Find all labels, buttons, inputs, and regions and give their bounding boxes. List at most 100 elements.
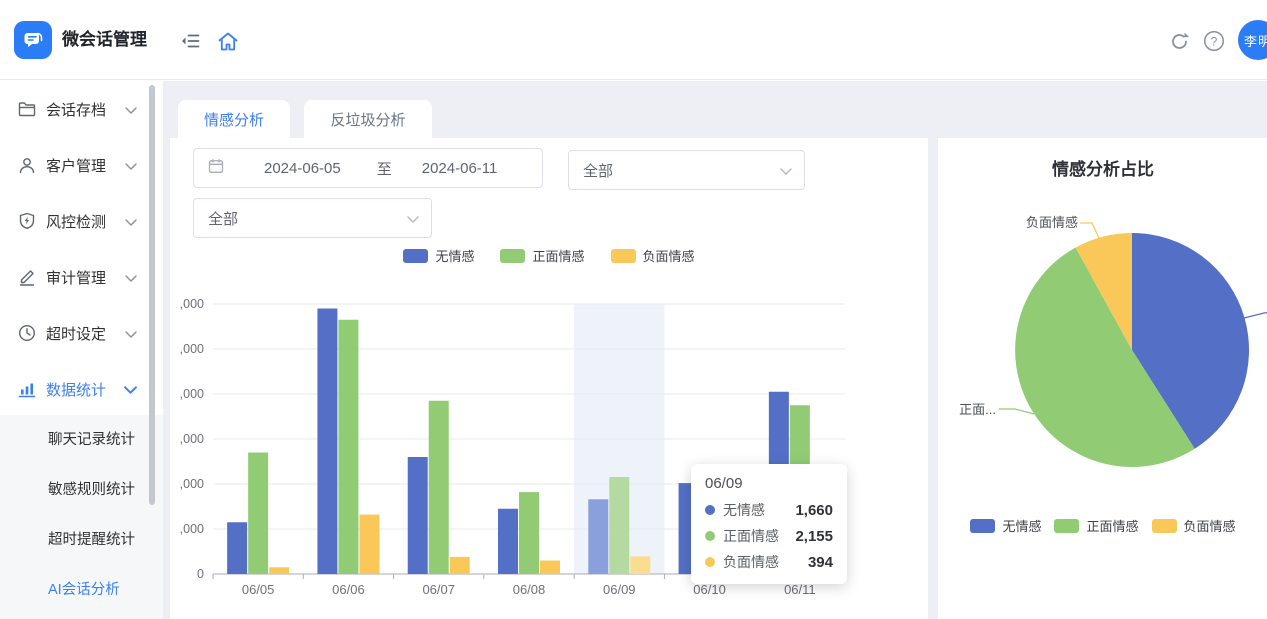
chevron-down-icon	[125, 157, 137, 174]
tooltip-row: 负面情感 394	[705, 552, 833, 572]
svg-text:1,000: 1,000	[180, 522, 204, 536]
svg-text:06/05: 06/05	[242, 582, 275, 597]
svg-text:4,000: 4,000	[180, 387, 204, 401]
svg-text:06/10: 06/10	[693, 582, 726, 597]
tooltip-value: 2,155	[795, 527, 833, 545]
date-range-separator: 至	[376, 160, 392, 178]
legend-item-neutral[interactable]: 无情感	[970, 516, 1041, 535]
filter-select-2-value: 全部	[208, 210, 239, 228]
chevron-down-icon	[407, 210, 419, 227]
legend-item-neutral[interactable]: 无情感	[403, 246, 474, 265]
series-dot-icon	[705, 531, 715, 541]
legend-marker	[1054, 518, 1080, 533]
chevron-down-icon	[780, 162, 792, 179]
tooltip-value: 1,660	[795, 501, 833, 519]
help-button[interactable]: ?	[1202, 29, 1226, 53]
legend-item-negative[interactable]: 负面情感	[1151, 516, 1236, 535]
calendar-icon	[208, 158, 224, 178]
chevron-down-icon	[125, 269, 137, 286]
home-button[interactable]	[216, 29, 240, 53]
chevron-down-icon	[125, 213, 137, 230]
refresh-button[interactable]	[1167, 29, 1191, 53]
series-dot-icon	[705, 505, 715, 515]
collapse-sidebar-button[interactable]	[178, 29, 202, 53]
chevron-down-icon	[124, 381, 137, 398]
legend-label: 负面情感	[1183, 519, 1236, 534]
submenu-item-sensitive-rule-stats[interactable]: 敏感规则统计	[48, 482, 135, 498]
sidebar-item-session-archive[interactable]: 会话存档	[0, 87, 163, 131]
submenu-item-chat-record-stats[interactable]: 聊天记录统计	[48, 432, 135, 448]
tab-sentiment-analysis[interactable]: 情感分析	[178, 100, 290, 138]
folder-icon	[18, 100, 36, 118]
app-logo	[14, 21, 52, 59]
svg-text:2,000: 2,000	[180, 477, 204, 491]
tooltip-title: 06/09	[705, 475, 743, 492]
sidebar-item-customer-management[interactable]: 客户管理	[0, 143, 163, 187]
date-start-value[interactable]: 2024-06-05	[264, 159, 341, 177]
sidebar-item-audit-management[interactable]: 审计管理	[0, 255, 163, 299]
legend-marker	[970, 518, 996, 533]
edit-icon	[18, 268, 36, 286]
collapse-sidebar-icon	[182, 34, 200, 48]
sidebar-item-timeout-settings[interactable]: 超时设定	[0, 311, 163, 355]
sidebar-item-label: 超时设定	[46, 325, 107, 343]
submenu-item-ai-session-analysis[interactable]: AI会话分析	[48, 582, 120, 598]
sidebar-item-label: 客户管理	[46, 157, 107, 175]
legend-item-positive[interactable]: 正面情感	[1054, 516, 1139, 535]
svg-text:06/11: 06/11	[784, 582, 816, 597]
legend-marker	[403, 248, 429, 263]
sidebar-item-label: 会话存档	[46, 101, 107, 119]
top-bar: 微会话管理 ? 李明	[0, 0, 1267, 80]
shield-icon	[18, 212, 36, 230]
svg-text:06/08: 06/08	[513, 582, 546, 597]
submenu-item-timeout-reminder-stats[interactable]: 超时提醒统计	[48, 532, 135, 548]
filter-select-1-value: 全部	[583, 162, 614, 180]
svg-text:5,000: 5,000	[180, 342, 204, 356]
sidebar-item-data-statistics[interactable]: 数据统计	[0, 367, 163, 411]
svg-text:6,000: 6,000	[180, 297, 204, 311]
chart-tooltip: 06/09 无情感 1,660 正面情感 2,155 负面情感 394	[691, 464, 847, 584]
sidebar: 会话存档 客户管理 风控检测	[0, 81, 163, 619]
tooltip-label: 负面情感	[723, 554, 779, 570]
tooltip-row: 正面情感 2,155	[705, 526, 833, 546]
svg-text:负面情感: 负面情感	[1026, 215, 1078, 230]
chevron-down-icon	[125, 325, 137, 342]
user-icon	[18, 156, 36, 174]
filter-select-2[interactable]: 全部	[193, 198, 432, 238]
home-icon	[218, 32, 238, 50]
data-statistics-submenu: 聊天记录统计 敏感规则统计 超时提醒统计 AI会话分析	[0, 415, 163, 619]
svg-text:06/09: 06/09	[603, 582, 636, 597]
date-range-picker[interactable]: 2024-06-05 至 2024-06-11	[193, 148, 543, 188]
sidebar-item-risk-detection[interactable]: 风控检测	[0, 199, 163, 243]
legend-item-positive[interactable]: 正面情感	[500, 246, 585, 265]
legend-marker	[1151, 518, 1177, 533]
sentiment-ratio-panel: 情感分析占比 负面情感 正面... 无情感 正面情感 负面情感	[938, 138, 1267, 619]
question-icon: ?	[1203, 30, 1225, 52]
date-end-value[interactable]: 2024-06-11	[421, 159, 498, 177]
sentiment-analysis-panel: 2024-06-05 至 2024-06-11 全部 全部 无情感 正面情感	[170, 138, 928, 619]
svg-text:0: 0	[197, 567, 204, 581]
sentiment-pie-chart[interactable]: 负面情感正面...	[938, 178, 1267, 508]
legend-label: 无情感	[1002, 519, 1042, 534]
svg-text:正面...: 正面...	[959, 402, 996, 417]
legend-label: 正面情感	[532, 249, 585, 264]
svg-text:06/07: 06/07	[422, 582, 455, 597]
tab-antispam-analysis[interactable]: 反垃圾分析	[304, 100, 432, 138]
bar-chart-icon	[18, 380, 36, 398]
sidebar-scrollbar[interactable]	[149, 85, 155, 505]
pie-chart-title: 情感分析占比	[1052, 160, 1154, 179]
legend-item-negative[interactable]: 负面情感	[610, 246, 695, 265]
sidebar-item-label: 风控检测	[46, 213, 107, 231]
filter-select-1[interactable]: 全部	[568, 150, 805, 190]
svg-text:?: ?	[1211, 35, 1218, 49]
svg-text:3,000: 3,000	[180, 432, 204, 446]
sidebar-item-label: 审计管理	[46, 269, 107, 287]
tooltip-value: 394	[807, 553, 833, 571]
legend-label: 负面情感	[642, 249, 695, 264]
tooltip-label: 无情感	[723, 502, 765, 518]
sidebar-item-label: 数据统计	[46, 381, 107, 399]
user-avatar[interactable]: 李明	[1238, 20, 1267, 60]
legend-label: 正面情感	[1086, 519, 1139, 534]
legend-label: 无情感	[435, 249, 475, 264]
